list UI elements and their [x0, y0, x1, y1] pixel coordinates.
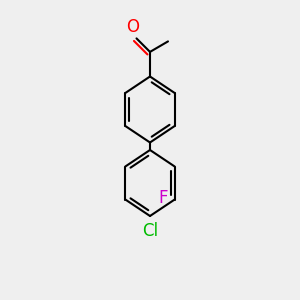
Text: O: O	[126, 18, 140, 36]
Text: F: F	[159, 189, 168, 207]
Text: Cl: Cl	[142, 222, 158, 240]
